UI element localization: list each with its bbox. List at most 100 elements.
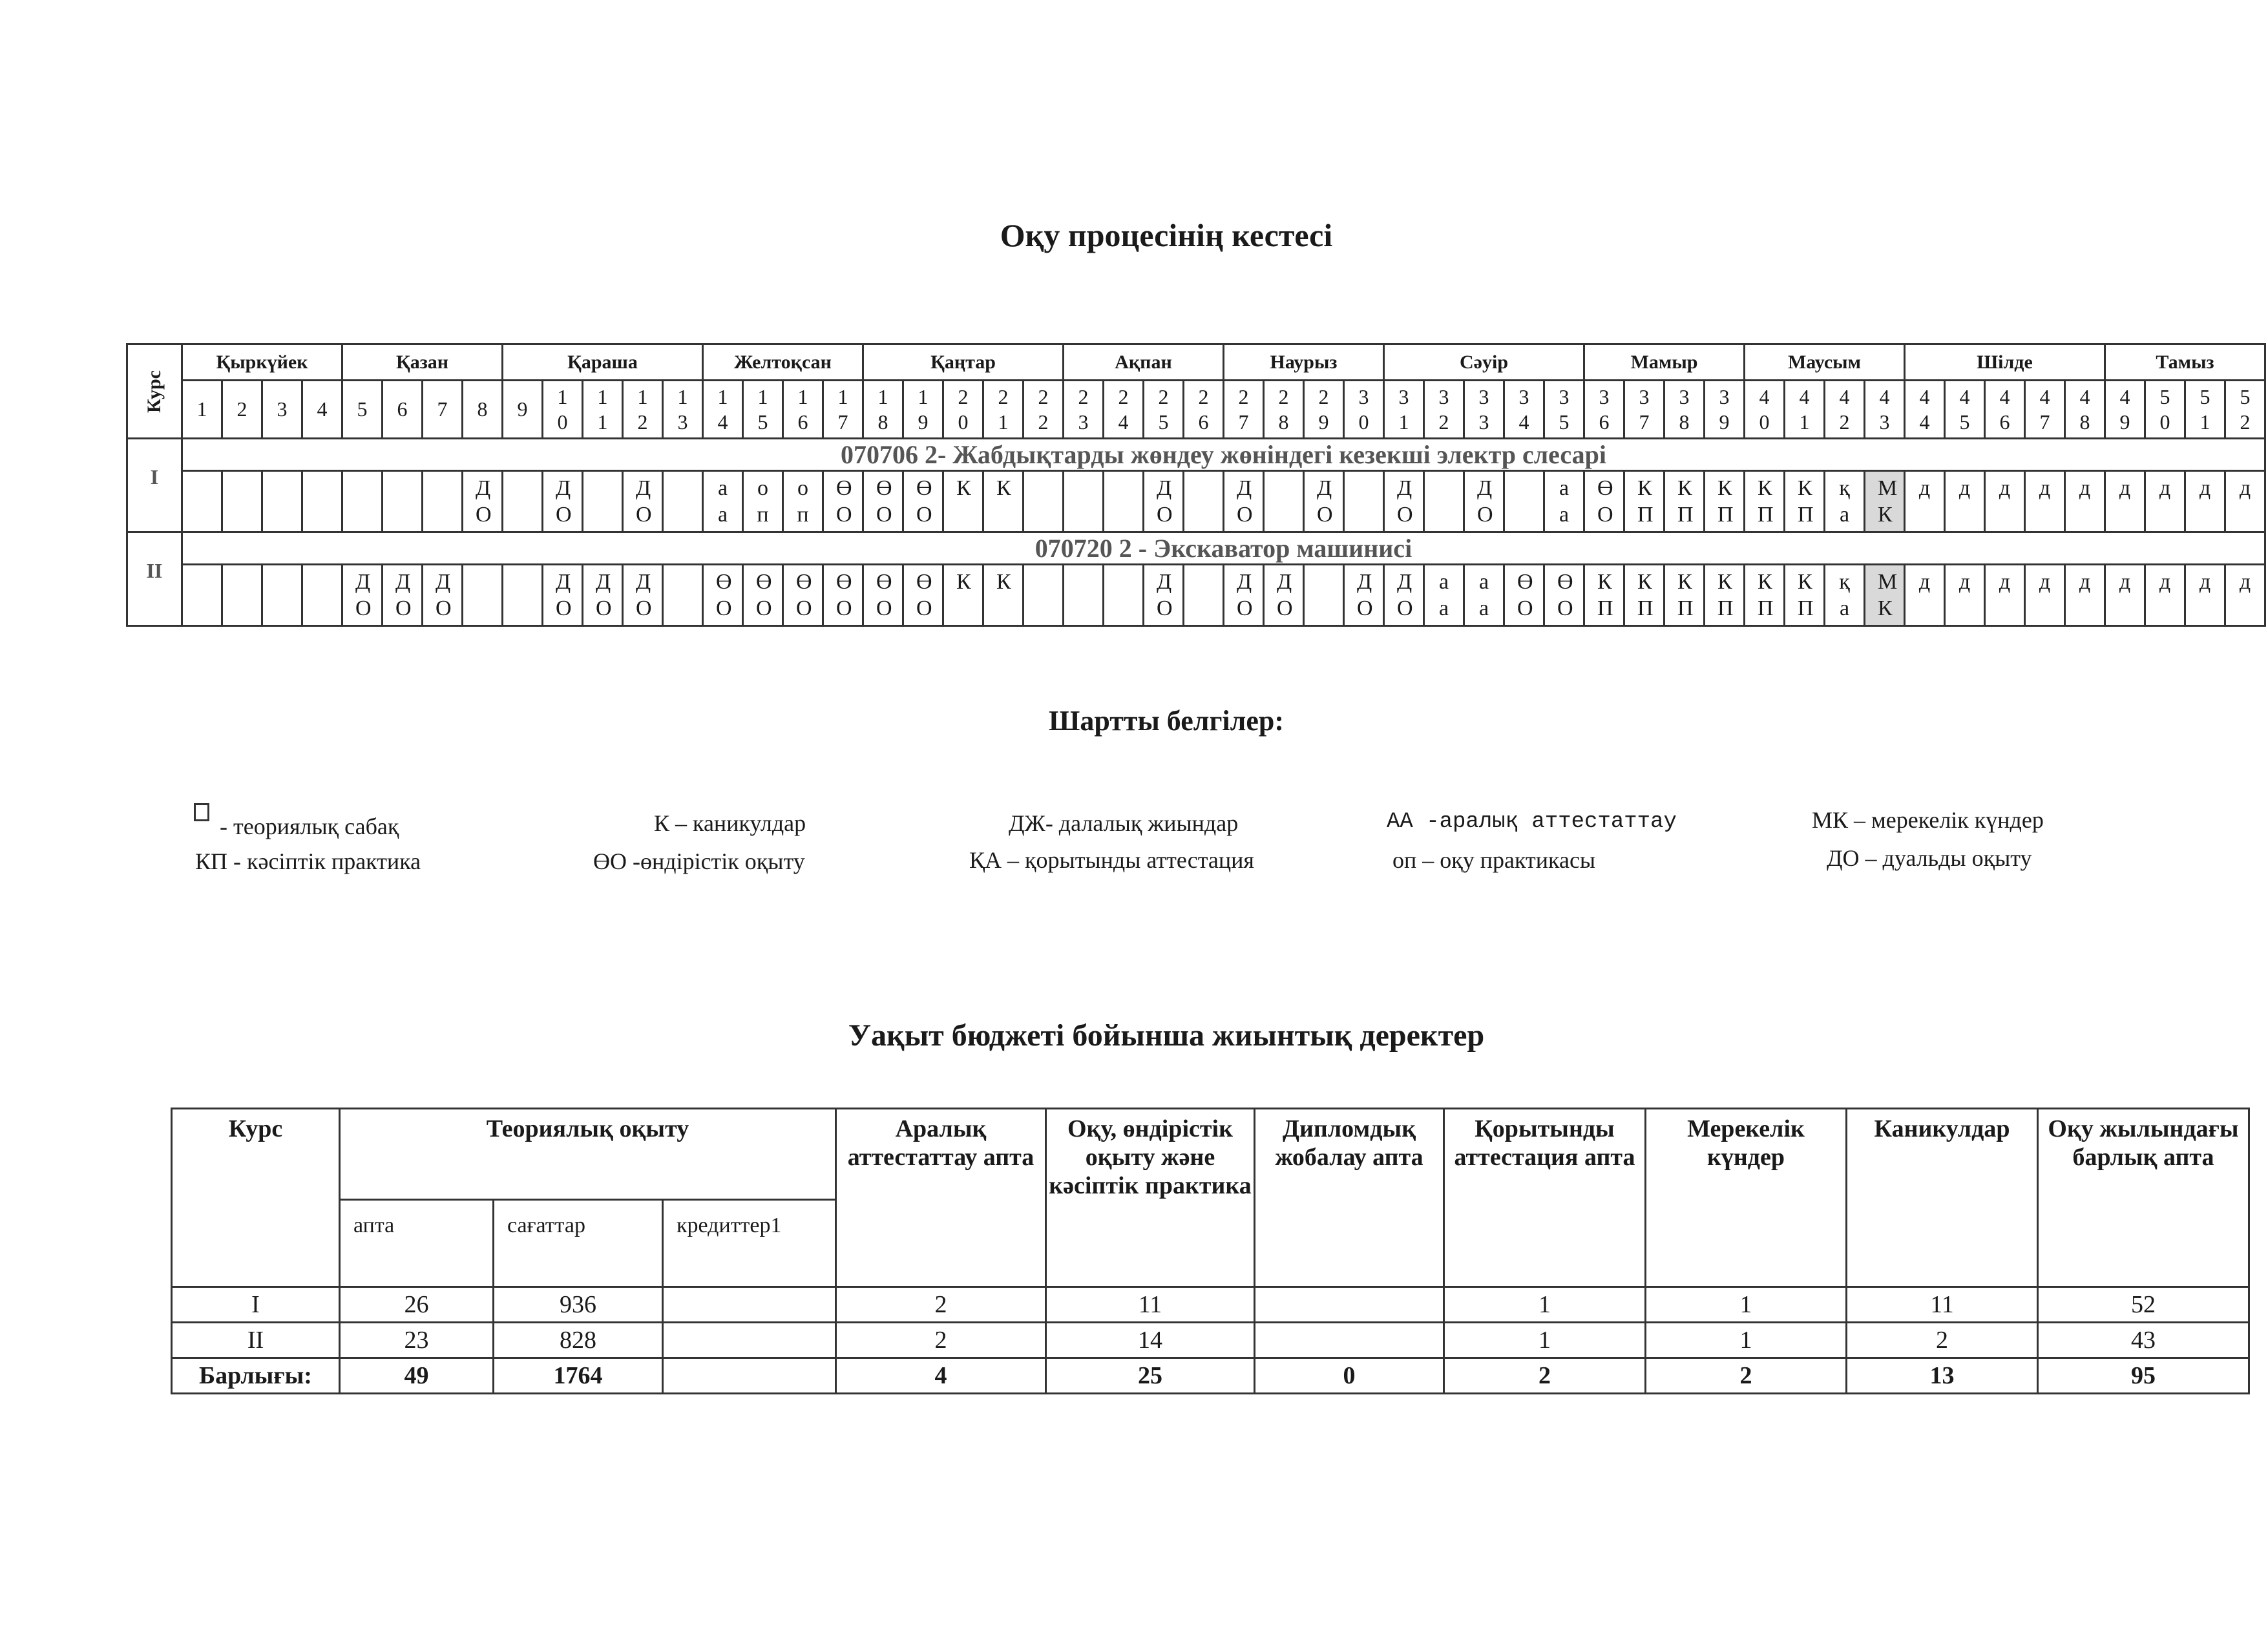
cell-code: К bbox=[956, 570, 971, 594]
table-cell: 2 bbox=[835, 1286, 1047, 1323]
week-number-cell: 18 bbox=[862, 379, 904, 439]
header-total: Оқу жылындағы барлық апта bbox=[2037, 1108, 2250, 1288]
cell-code: д bbox=[2239, 476, 2251, 500]
week-number: 18 bbox=[877, 385, 888, 434]
table-cell: 26 bbox=[339, 1286, 494, 1323]
week-number-cell: 15 bbox=[742, 379, 784, 439]
schedule-cell: д bbox=[2144, 470, 2186, 533]
schedule-cell bbox=[1022, 470, 1064, 533]
schedule-cell: ӨО bbox=[862, 470, 904, 533]
cell-code: ӨО bbox=[715, 570, 732, 620]
week-number-cell: 19 bbox=[902, 379, 944, 439]
week-number-cell: 48 bbox=[2064, 379, 2106, 439]
week-number-cell: 43 bbox=[1864, 379, 1906, 439]
cell-code: ДО bbox=[635, 476, 652, 527]
schedule-cell: ӨО bbox=[782, 563, 824, 627]
week-number-cell: 51 bbox=[2184, 379, 2226, 439]
month-header: Мамыр bbox=[1583, 343, 1745, 381]
cell-code: К bbox=[996, 570, 1011, 594]
cell-code: д bbox=[1918, 570, 1931, 594]
header-hours: сағаттар bbox=[492, 1199, 664, 1288]
week-number: 42 bbox=[1839, 385, 1850, 434]
schedule-cell: ДО bbox=[1383, 470, 1425, 533]
table-row: II 23 828 2 14 1 1 2 43 bbox=[171, 1321, 2250, 1359]
cell-code: КП bbox=[1797, 570, 1814, 620]
legend-item: МК – мерекелік күндер bbox=[1812, 807, 2044, 833]
schedule-cell: д bbox=[2064, 470, 2106, 533]
schedule-cell bbox=[501, 563, 543, 627]
week-number: 27 bbox=[1238, 385, 1249, 434]
schedule-cell bbox=[461, 563, 503, 627]
cell-code: ӨО bbox=[876, 570, 892, 620]
course-label: II bbox=[126, 531, 183, 627]
table-cell: 1 bbox=[1443, 1286, 1646, 1323]
budget-table: Курс Теориялық оқыту Аралық аттестаттау … bbox=[171, 1108, 2250, 1394]
schedule-cell: д bbox=[1944, 470, 1986, 533]
week-number: 6 bbox=[397, 397, 408, 421]
week-number-cell: 27 bbox=[1223, 379, 1265, 439]
schedule-cell bbox=[501, 470, 543, 533]
week-number-cell: 6 bbox=[381, 379, 423, 439]
month-header: Сәуір bbox=[1383, 343, 1585, 381]
legend-title: Шартты белгілер: bbox=[1049, 705, 1284, 737]
week-number: 14 bbox=[717, 385, 728, 434]
header-weeks: апта bbox=[339, 1199, 494, 1288]
week-number: 35 bbox=[1559, 385, 1570, 434]
schedule-cell bbox=[1263, 470, 1305, 533]
schedule-cell bbox=[1182, 563, 1224, 627]
week-number: 39 bbox=[1719, 385, 1730, 434]
schedule-cell: ДО bbox=[1223, 470, 1265, 533]
week-number: 31 bbox=[1398, 385, 1409, 434]
cell-code: ДО bbox=[555, 570, 572, 620]
table-cell: 1 bbox=[1644, 1321, 1847, 1359]
table-cell: 49 bbox=[339, 1357, 494, 1394]
header-theory: Теориялық оқыту bbox=[339, 1108, 837, 1201]
header-kurs: Курс bbox=[171, 1108, 341, 1288]
week-number: 26 bbox=[1198, 385, 1209, 434]
cell-code: д bbox=[2119, 570, 2131, 594]
cell-code: К bbox=[996, 476, 1011, 500]
cell-code: д bbox=[2159, 570, 2171, 594]
week-number: 45 bbox=[1959, 385, 1970, 434]
cell-code: д bbox=[1999, 570, 2011, 594]
table-cell: 2 bbox=[1443, 1357, 1646, 1394]
schedule-cell: ДО bbox=[1142, 563, 1184, 627]
week-number: 13 bbox=[677, 385, 688, 434]
schedule-cell: ДО bbox=[541, 563, 583, 627]
schedule-cell: қа bbox=[1823, 470, 1865, 533]
legend-item: ҚА – қорытынды аттестация bbox=[969, 847, 1254, 873]
week-number-cell: 46 bbox=[1984, 379, 2026, 439]
week-number: 48 bbox=[2079, 385, 2090, 434]
week-number-cell: 22 bbox=[1022, 379, 1064, 439]
month-header: Шілде bbox=[1904, 343, 2106, 381]
header-practice: Оқу, өндірістік оқыту және кәсіптік прак… bbox=[1045, 1108, 1255, 1288]
cell-code: д bbox=[1918, 476, 1931, 500]
schedule-cell: МК bbox=[1864, 470, 1906, 533]
month-header: Қыркүйек bbox=[181, 343, 343, 381]
legend-item: АА -аралық аттестаттау bbox=[1387, 810, 1677, 834]
cell-code: ӨО bbox=[1557, 570, 1573, 620]
week-number-cell: 14 bbox=[702, 379, 744, 439]
schedule-cell: КП bbox=[1623, 470, 1665, 533]
table-cell: II bbox=[171, 1321, 341, 1359]
week-number-cell: 42 bbox=[1823, 379, 1865, 439]
week-number: 37 bbox=[1639, 385, 1650, 434]
schedule-cell: д bbox=[2144, 563, 2186, 627]
table-cell: 1 bbox=[1443, 1321, 1646, 1359]
cell-code: ДО bbox=[1316, 476, 1333, 527]
schedule-cell: ДО bbox=[1223, 563, 1265, 627]
cell-code: д bbox=[1958, 476, 1971, 500]
header-credits: кредиттер1 bbox=[662, 1199, 837, 1288]
schedule-cell bbox=[662, 563, 704, 627]
week-number-cell: 31 bbox=[1383, 379, 1425, 439]
week-number: 47 bbox=[2039, 385, 2050, 434]
table-cell: I bbox=[171, 1286, 341, 1323]
cell-code: ӨО bbox=[1597, 476, 1613, 527]
schedule-cell bbox=[1303, 563, 1345, 627]
total-row: Барлығы: 49 1764 4 25 0 2 2 13 95 bbox=[171, 1357, 2250, 1394]
table-cell: 11 bbox=[1845, 1286, 2039, 1323]
schedule-cell bbox=[1062, 563, 1104, 627]
cell-code: аа bbox=[1478, 570, 1489, 620]
week-number-cell: 10 bbox=[541, 379, 583, 439]
cell-code: ДО bbox=[475, 476, 492, 527]
